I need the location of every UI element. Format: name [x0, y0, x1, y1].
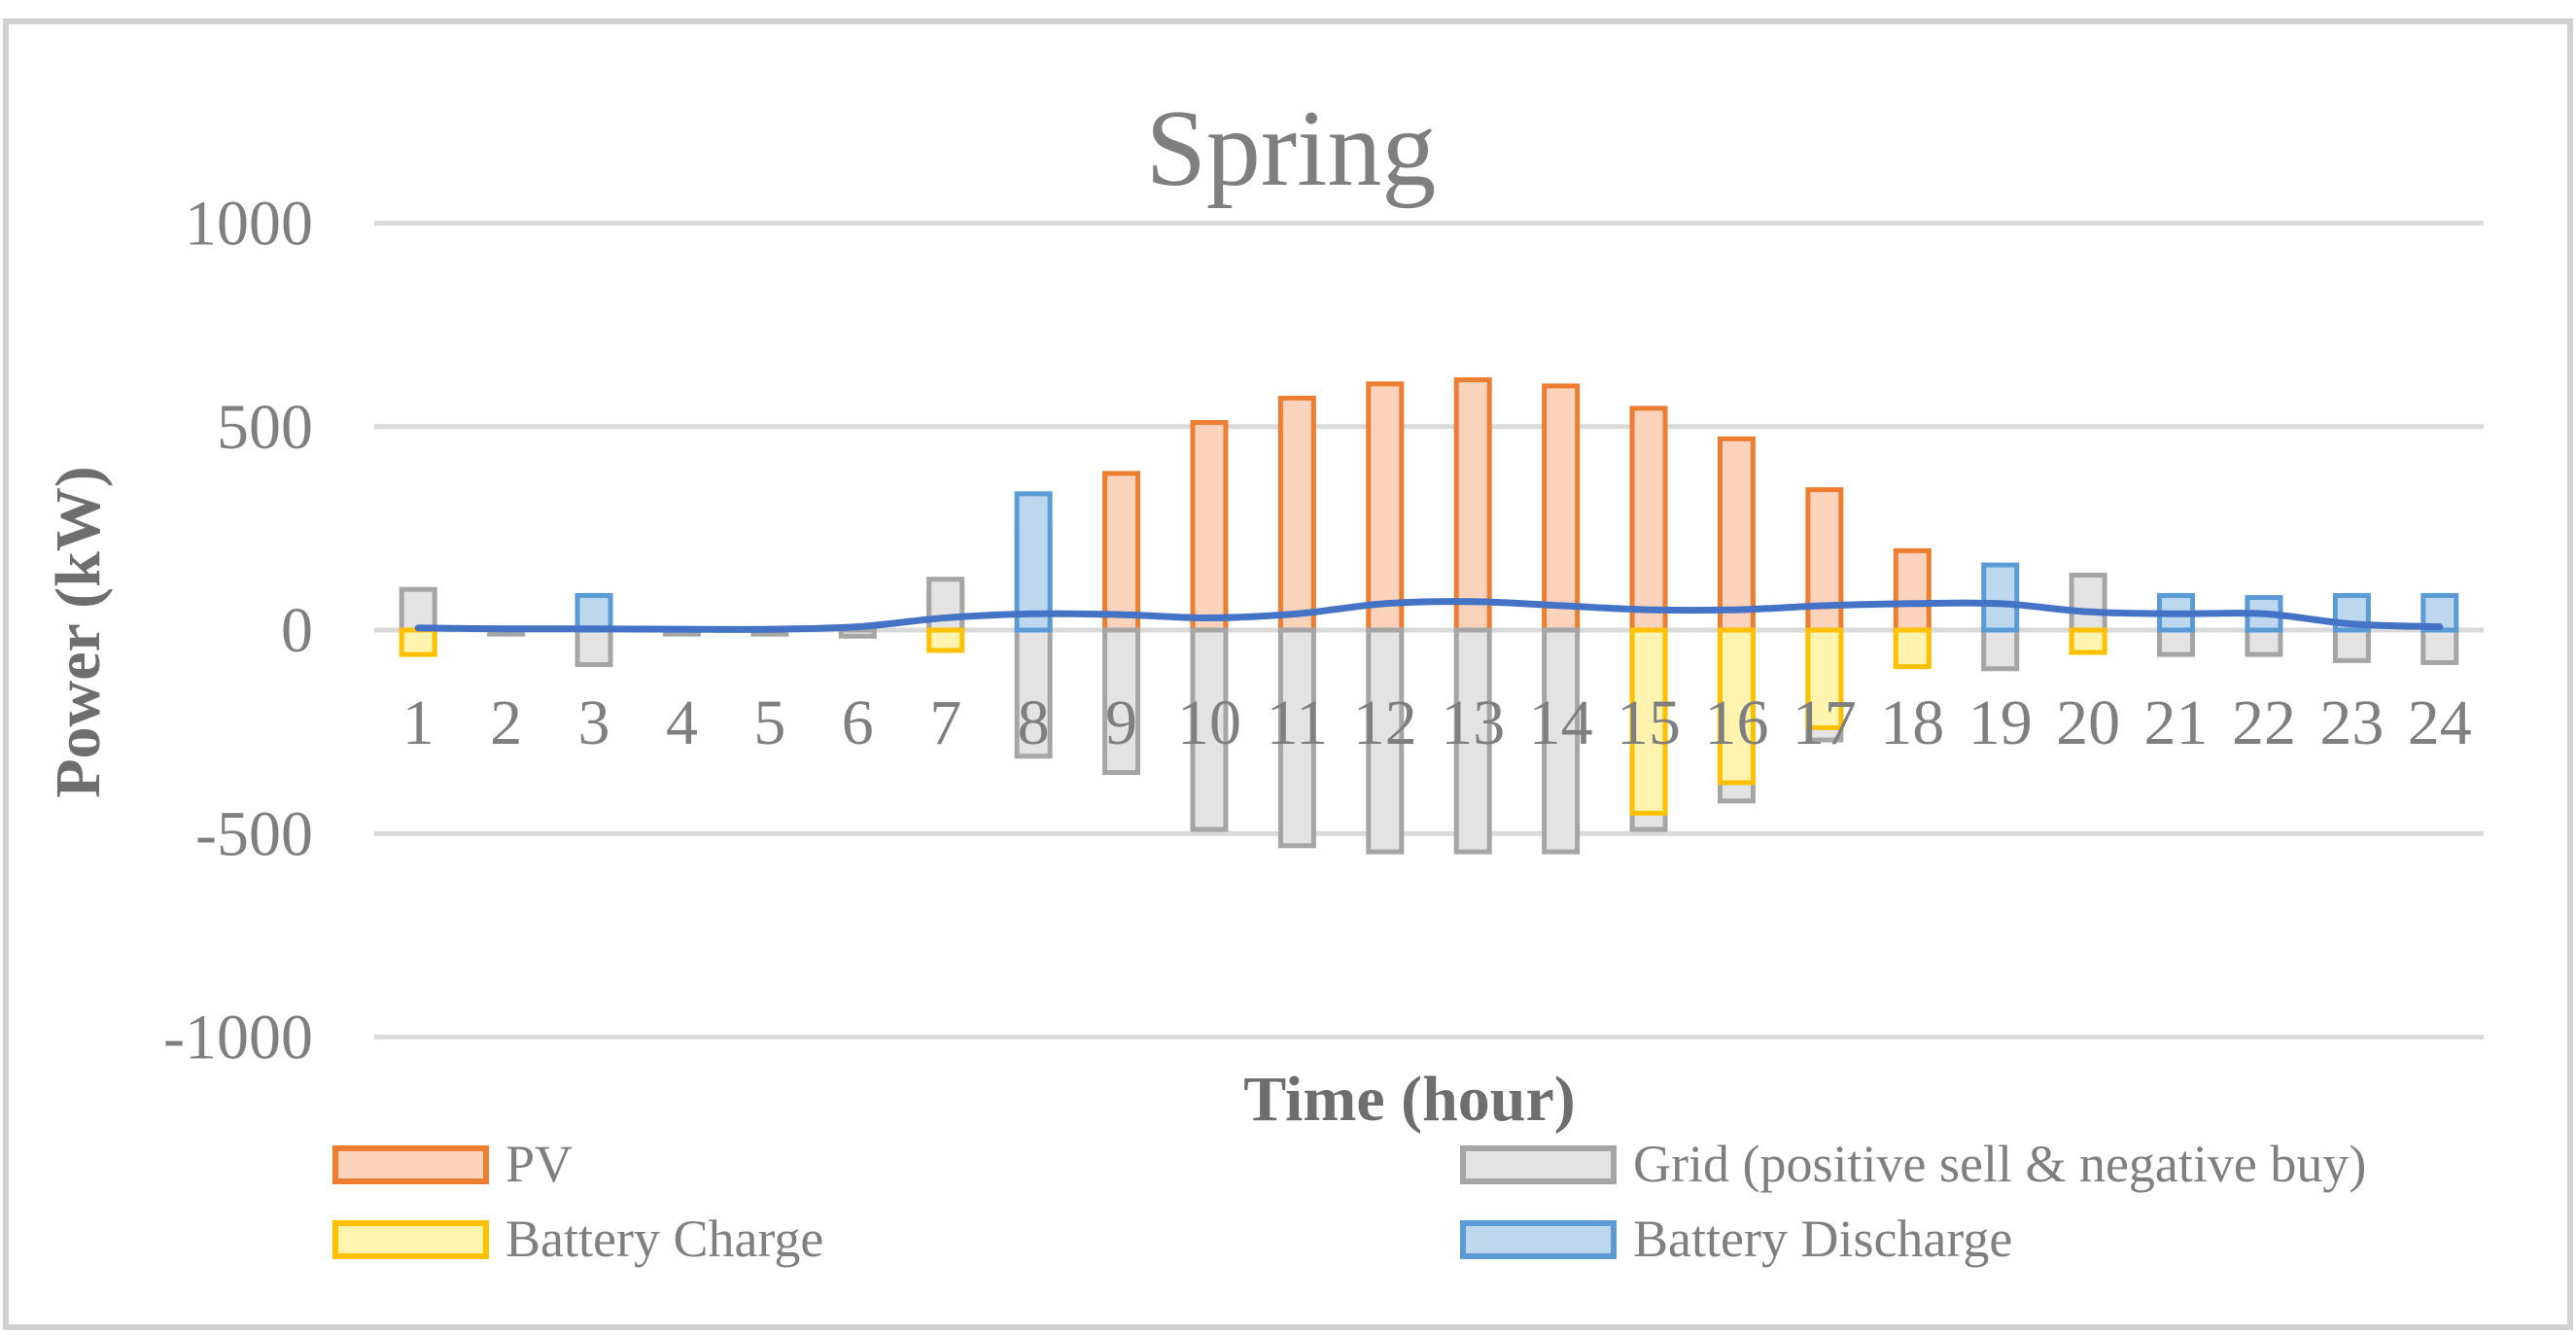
bar-grid-20: [2069, 573, 2107, 633]
legend-swatch: [1460, 1145, 1617, 1184]
x-tick-label: 24: [2408, 687, 2472, 758]
y-tick-label: 1000: [185, 189, 313, 260]
x-tick-label: 2: [490, 687, 522, 758]
bar-grid-6: [838, 627, 877, 639]
x-tick-label: 11: [1267, 687, 1329, 758]
y-tick-label: 0: [281, 595, 313, 666]
bar-grid-13: [1453, 627, 1492, 855]
bar-pv-12: [1366, 381, 1405, 633]
legend: PV Grid (positive sell & negative buy) Bat…: [332, 1135, 2366, 1268]
bar-battery-discharge-3: [574, 592, 613, 633]
bar-grid-22: [2245, 627, 2283, 657]
x-tick-label: 5: [753, 687, 785, 758]
x-tick-label: 9: [1105, 687, 1137, 758]
bar-battery-charge-20: [2069, 627, 2107, 655]
bar-grid-7: [926, 577, 965, 633]
y-tick-label: -500: [195, 798, 313, 869]
x-tick-layer: 1 2 3 4 5 6 7 8 9 10 11 12 13 14 15 16 17 18 19 20 21 22 23 24: [402, 687, 2472, 758]
bar-grid-19: [1981, 627, 2020, 672]
bar-battery-discharge-8: [1014, 491, 1053, 633]
x-tick-label: 13: [1441, 687, 1505, 758]
bar-grid-14: [1542, 627, 1581, 855]
x-tick-label: 18: [1880, 687, 1944, 758]
bar-grid-23: [2332, 627, 2371, 663]
line-layer: [414, 598, 2444, 633]
bar-pv-13: [1453, 377, 1492, 633]
y-axis-title: Power (kW): [43, 466, 114, 798]
x-tick-label: 23: [2319, 687, 2384, 758]
bar-grid-10: [1190, 627, 1229, 832]
x-tick-label: 14: [1529, 687, 1593, 758]
legend-swatch: [332, 1220, 489, 1259]
bar-battery-discharge-19: [1981, 562, 2020, 633]
y-tick-label: -1000: [163, 1002, 313, 1073]
x-tick-label: 15: [1617, 687, 1681, 758]
legend-label: Battery Discharge: [1633, 1210, 2012, 1268]
bar-pv-9: [1102, 471, 1141, 633]
bar-battery-charge-15: [1629, 627, 1668, 816]
bar-grid-11: [1277, 627, 1316, 849]
x-tick-label: 8: [1018, 687, 1050, 758]
bar-pv-14: [1542, 383, 1581, 633]
x-tick-label: 4: [666, 687, 698, 758]
bar-battery-charge-16: [1717, 627, 1756, 786]
bar-grid-1: [399, 586, 437, 633]
y-tick-layer: 1000 500 0 -500 -1000: [163, 189, 313, 1073]
y-tick-label: 500: [217, 392, 313, 463]
chart-title: Spring: [1146, 88, 1437, 209]
x-tick-label: 12: [1353, 687, 1417, 758]
x-tick-label: 17: [1793, 687, 1857, 758]
x-axis-title: Time (hour): [1243, 1064, 1576, 1135]
x-tick-label: 21: [2144, 687, 2209, 758]
bar-battery-charge-17: [1805, 627, 1844, 730]
x-tick-label: 6: [842, 687, 874, 758]
bar-grid-9: [1102, 627, 1141, 775]
bar-grid-3: [574, 627, 613, 668]
bar-pv-15: [1629, 405, 1668, 633]
bar-battery-charge-7: [926, 627, 965, 653]
legend-swatch: [332, 1145, 489, 1184]
x-tick-label: 20: [2056, 687, 2120, 758]
bar-pv-18: [1893, 547, 1932, 633]
bar-pv-11: [1277, 395, 1316, 633]
legend-label: Grid (positive sell & negative buy): [1633, 1135, 2366, 1193]
x-tick-label: 7: [929, 687, 961, 758]
legend-label: Battery Charge: [505, 1210, 823, 1268]
bar-grid-12: [1366, 627, 1405, 855]
bar-grid-8: [1014, 627, 1053, 759]
x-tick-label: 3: [578, 687, 610, 758]
bar-battery-charge-18: [1893, 627, 1932, 670]
bar-pv-16: [1717, 436, 1756, 633]
legend-label: PV: [505, 1135, 573, 1193]
bar-grid-21: [2157, 627, 2196, 657]
bars-layer: [399, 377, 2459, 855]
x-tick-label: 1: [402, 687, 435, 758]
x-tick-label: 10: [1177, 687, 1241, 758]
legend-swatch: [1460, 1220, 1617, 1259]
bar-pv-10: [1190, 420, 1229, 633]
x-tick-label: 19: [1968, 687, 2033, 758]
bar-battery-charge-1: [399, 627, 437, 657]
x-tick-label: 16: [1704, 687, 1768, 758]
x-tick-label: 22: [2232, 687, 2296, 758]
line-series: [414, 598, 2444, 633]
bar-grid-24: [2420, 627, 2459, 665]
